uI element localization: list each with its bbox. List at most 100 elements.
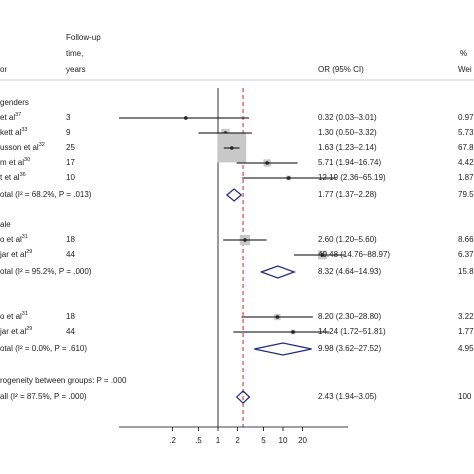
estimate-text: 8.20 (2.30–28.80) [318, 312, 381, 321]
point-estimate [291, 330, 295, 334]
row-label: otal (I² = 0.0%, P = .610) [0, 344, 87, 353]
reference: 37 [15, 112, 21, 118]
x-tick-label: 1 [216, 436, 221, 445]
weight-text: 5.73 [458, 128, 474, 137]
x-tick-label: 2 [235, 436, 240, 445]
study-name: all (I² = 87.5%, P = .000) [0, 392, 87, 401]
x-tick-label: .2 [169, 436, 176, 445]
study-name: kett al [0, 128, 22, 137]
pooled-diamond [259, 265, 297, 279]
point-estimate [184, 116, 188, 120]
header-followup: years [66, 65, 86, 74]
x-tick-label: .5 [195, 436, 202, 445]
estimate-text: 1.30 (0.50–3.32) [318, 128, 377, 137]
estimate-text: 14.24 (1.72–51.81) [318, 327, 386, 336]
study-name: o et al [0, 235, 22, 244]
estimate-text: 2.60 (1.20–5.60) [318, 235, 377, 244]
weight-text: 8.66 [458, 235, 474, 244]
weight-text: 15.8 [458, 267, 474, 276]
reference: 31 [22, 311, 28, 317]
row-label: usson et al32 [0, 142, 45, 152]
group-heading: genders [0, 98, 29, 107]
reference: 29 [26, 249, 32, 255]
pooled-diamond [225, 188, 243, 202]
estimate-text: 9.98 (3.62–27.52) [318, 344, 381, 353]
estimate-text: 8.32 (4.64–14.93) [318, 267, 381, 276]
row-label: t et al36 [0, 172, 26, 182]
weight-text: 79.5 [458, 190, 474, 199]
weight-text: 4.95 [458, 344, 474, 353]
study-name: otal (I² = 0.0%, P = .610) [0, 344, 87, 353]
study-name: m et al [0, 158, 24, 167]
reference: 29 [26, 326, 32, 332]
weight-text: 1.87 [458, 173, 474, 182]
study-name: o et al [0, 312, 22, 321]
study-name: et al [0, 113, 15, 122]
reference: 32 [39, 142, 45, 148]
reference: 33 [21, 127, 27, 133]
group-heading: ale [0, 220, 11, 229]
point-estimate [320, 253, 325, 257]
weight-text: 6.37 [458, 250, 474, 259]
point-estimate [243, 238, 247, 242]
header-followup: Follow-up [66, 33, 101, 42]
estimate-text: 1.63 (1.23–2.14) [318, 143, 377, 152]
followup: 18 [66, 235, 75, 244]
point-estimate [265, 161, 269, 165]
weight-text: 3.22 [458, 312, 474, 321]
reference: 30 [24, 157, 30, 163]
followup: 18 [66, 312, 75, 321]
followup: 9 [66, 128, 71, 137]
header-weight: % [460, 49, 467, 58]
estimate-text: 0.32 (0.03–3.01) [318, 113, 377, 122]
study-name: usson et al [0, 143, 39, 152]
heterogeneity-note: rogeneity between groups: P = .000 [0, 376, 127, 385]
pooled-diamond [254, 342, 312, 356]
weight-text: 1.77 [458, 327, 474, 336]
estimate-text: 40.48 (14.76–88.97) [318, 250, 390, 259]
row-label: m et al30 [0, 157, 30, 167]
row-label: jar et al29 [0, 249, 32, 259]
row-label: o et al31 [0, 234, 28, 244]
weight-text: 100 [458, 392, 472, 401]
row-label: kett al33 [0, 127, 27, 137]
weight-text: 4.42 [458, 158, 474, 167]
row-label: o et al31 [0, 311, 28, 321]
weight-text: 0.97 [458, 113, 474, 122]
estimate-text: 12.19 (2.36–65.19) [318, 173, 386, 182]
point-estimate [275, 315, 280, 319]
study-name: otal (I² = 68.2%, P = .013) [0, 190, 92, 199]
followup: 44 [66, 250, 75, 259]
header-followup: time, [66, 49, 83, 58]
x-tick-label: 20 [298, 436, 307, 445]
estimate-text: 5.71 (1.94–16.74) [318, 158, 381, 167]
row-label: otal (I² = 68.2%, P = .013) [0, 190, 92, 199]
row-label: otal (I² = 95.2%, P = .000) [0, 267, 92, 276]
study-name: otal (I² = 95.2%, P = .000) [0, 267, 92, 276]
reference: 31 [22, 234, 28, 240]
study-name: jar et al [0, 250, 26, 259]
x-tick-label: 10 [279, 436, 288, 445]
estimate-text: 1.77 (1.37–2.28) [318, 190, 377, 199]
followup: 17 [66, 158, 75, 167]
header-estimate: OR (95% CI) [318, 65, 364, 74]
row-label: all (I² = 87.5%, P = .000) [0, 392, 87, 401]
point-estimate [286, 176, 291, 180]
row-label: jar et al29 [0, 326, 32, 336]
point-estimate [229, 146, 234, 150]
followup: 25 [66, 143, 75, 152]
header-weight: Wei [458, 65, 472, 74]
reference: 36 [20, 172, 26, 178]
weight-text: 67.8 [458, 143, 474, 152]
followup: 44 [66, 327, 75, 336]
pooled-diamond [235, 390, 251, 404]
row-label: et al37 [0, 112, 21, 122]
x-tick-label: 5 [261, 436, 266, 445]
study-name: jar et al [0, 327, 26, 336]
study-name: t et al [0, 173, 20, 182]
header-author: or [0, 65, 7, 74]
estimate-text: 2.43 (1.94–3.05) [318, 392, 377, 401]
followup: 10 [66, 173, 75, 182]
followup: 3 [66, 113, 71, 122]
